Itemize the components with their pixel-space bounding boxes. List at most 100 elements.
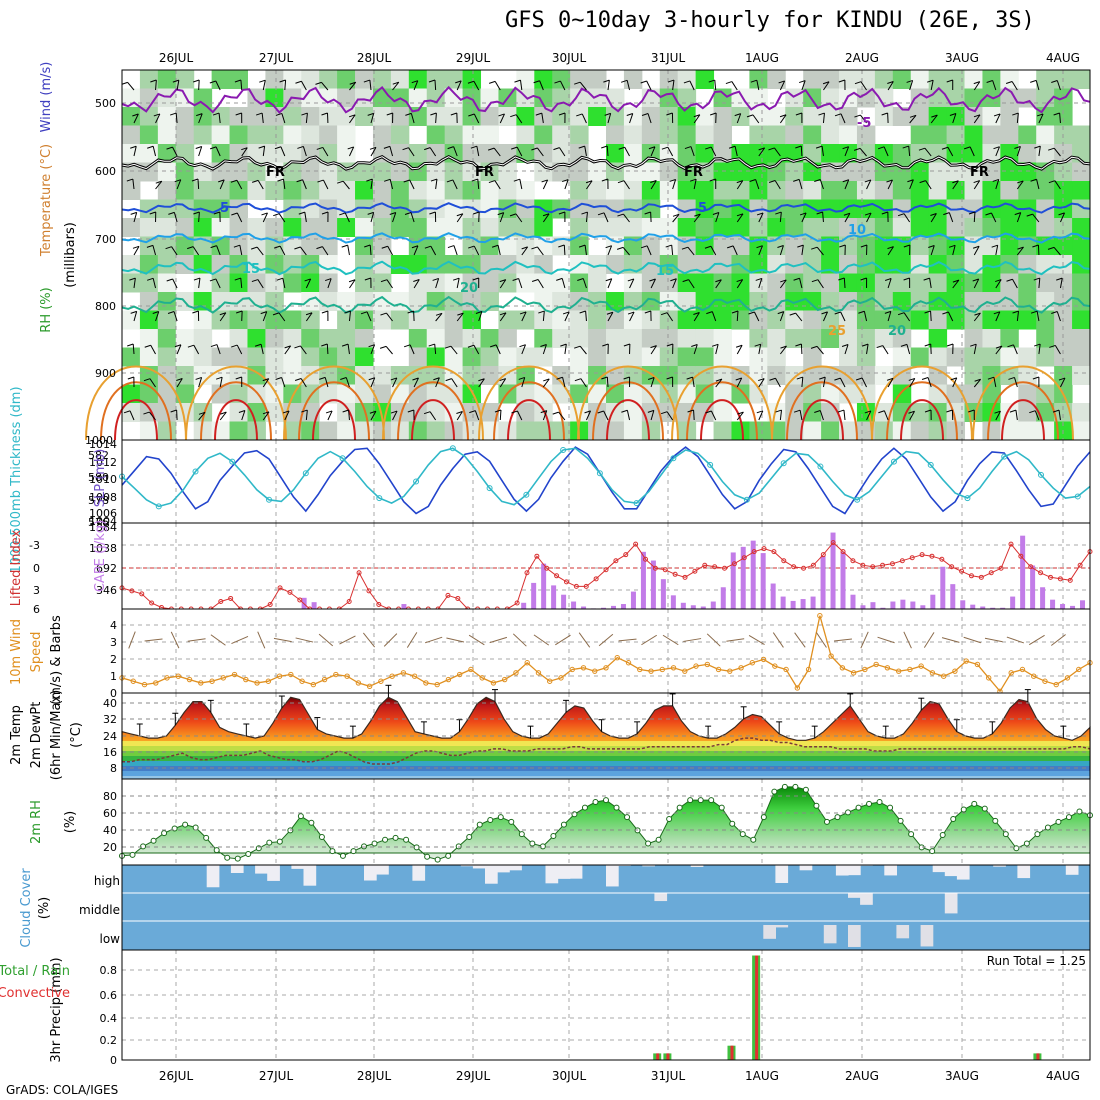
rh-point xyxy=(150,837,157,844)
surface-wind-barb xyxy=(128,631,136,649)
rh-cell xyxy=(139,384,159,404)
rh-cell xyxy=(408,144,428,163)
rh-cell xyxy=(964,347,983,367)
wind-barb xyxy=(173,311,178,322)
rh-cell xyxy=(677,329,697,348)
wind-barb xyxy=(1012,344,1018,355)
contour-label: 15 xyxy=(242,262,260,277)
wind-barb-flag xyxy=(864,212,872,216)
rh-cell xyxy=(372,384,392,404)
rh-cell xyxy=(355,162,374,182)
wind-barb xyxy=(952,180,959,190)
surface-wind-barb xyxy=(1028,634,1045,646)
surface-wind-barb xyxy=(1006,636,1025,644)
precip-tick-label: 0.6 xyxy=(100,989,118,1002)
rh-cell xyxy=(498,329,517,348)
rh-cell xyxy=(319,329,338,348)
rh-cell xyxy=(588,199,607,219)
wind-barb-flag xyxy=(215,376,223,380)
rh-cell xyxy=(1072,273,1091,293)
thickness-tick-label: 580 xyxy=(88,471,109,484)
wind-barb xyxy=(736,345,743,355)
wind-barb-flag xyxy=(924,409,932,413)
rh-cell xyxy=(319,125,338,145)
contour-10 xyxy=(121,232,1091,244)
wind-barb-flag xyxy=(411,245,419,249)
rh-cell xyxy=(480,273,499,293)
lifted-index-point xyxy=(366,588,372,594)
wind-barb-flag xyxy=(886,179,893,183)
rh-cell xyxy=(749,366,768,385)
rh-axis-label: 2m RH xyxy=(29,800,44,844)
slp-line-point xyxy=(192,468,199,475)
lifted-index-point xyxy=(860,562,866,568)
wind-barb-flag xyxy=(347,146,354,150)
wind-barb xyxy=(930,310,932,322)
wind-barb xyxy=(517,410,523,421)
rh-cell xyxy=(247,273,266,293)
wind-speed-point xyxy=(1019,666,1026,673)
wind-barb-flag xyxy=(861,343,869,347)
wind-barb xyxy=(413,245,419,256)
rh-cell xyxy=(283,347,302,367)
rh-cell xyxy=(623,366,643,385)
cloud-high-gap xyxy=(509,865,522,871)
rh-cell xyxy=(426,329,446,348)
rh-cell xyxy=(462,366,482,385)
wind-barb xyxy=(715,212,720,223)
wind-barb-flag xyxy=(403,179,410,183)
cloud-high-gap xyxy=(497,865,510,873)
wind-barb xyxy=(732,245,738,256)
wind-barb xyxy=(155,311,160,322)
rh-cell xyxy=(1000,218,1019,237)
rh-point xyxy=(813,802,820,809)
wind-barb xyxy=(198,79,200,91)
rh-cell xyxy=(767,70,786,89)
rh-cell xyxy=(265,366,284,385)
wind-barb xyxy=(515,114,523,124)
rh-cell xyxy=(928,255,948,274)
wind-barb xyxy=(451,378,458,388)
rh-cell xyxy=(803,218,822,237)
warm-contour xyxy=(592,381,664,441)
rh-cell xyxy=(821,255,840,274)
rh-cell xyxy=(749,144,768,163)
rh-cell xyxy=(1000,236,1019,256)
wind-barb-flag xyxy=(858,310,865,314)
lifted-index-point xyxy=(840,549,846,555)
rh-cell xyxy=(749,107,768,126)
rh-cell xyxy=(1000,181,1019,200)
wind-barb-flag xyxy=(665,244,672,248)
rh-cell xyxy=(856,70,876,89)
rh-cell xyxy=(588,329,607,348)
wind-barb xyxy=(969,146,975,157)
wind-barb xyxy=(1038,113,1044,124)
wind-barb-flag xyxy=(775,409,782,413)
rh-cell xyxy=(157,107,177,126)
rh-cell xyxy=(229,107,248,126)
wind-barb xyxy=(198,411,206,421)
cape-bar xyxy=(630,591,636,609)
wind-barb xyxy=(198,278,201,289)
wind-barb-flag xyxy=(380,279,388,283)
rh-point xyxy=(666,816,673,822)
lifted-index-point xyxy=(1047,574,1053,580)
rh-cell xyxy=(785,384,804,404)
wind-barb-flag xyxy=(623,343,631,347)
contour-label: -5 xyxy=(857,116,871,131)
wind-barb xyxy=(133,246,140,256)
rh-cell xyxy=(803,125,822,145)
wind-barb xyxy=(799,410,803,421)
wind-barb-flag xyxy=(618,146,625,150)
rh-cell xyxy=(570,310,589,330)
wind-barb-flag xyxy=(341,343,349,347)
wind-barb-flag xyxy=(174,179,181,183)
wind-barb-flag xyxy=(262,378,269,382)
wind-barb xyxy=(322,246,329,256)
cloud-mid-gap xyxy=(944,893,958,914)
wind-barb xyxy=(282,278,286,289)
rh-cell xyxy=(785,366,804,385)
cloud-high-gap xyxy=(944,865,958,877)
wind-barb xyxy=(992,80,997,91)
wind-speed-line xyxy=(121,615,1091,693)
